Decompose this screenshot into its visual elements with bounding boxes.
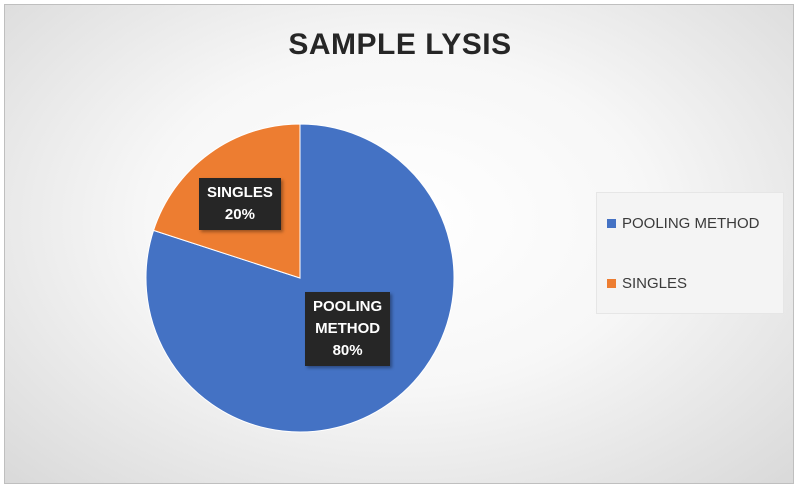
- legend-swatch-singles: [607, 278, 616, 288]
- data-label-singles: SINGLES 20%: [199, 178, 281, 230]
- chart-title: SAMPLE LYSIS: [288, 28, 512, 61]
- legend-label: POOLING METHOD: [622, 214, 760, 232]
- data-label-pooling-method: POOLING METHOD 80%: [305, 292, 391, 366]
- legend: POOLING METHOD SINGLES: [596, 192, 784, 314]
- legend-label: SINGLES: [622, 274, 688, 292]
- legend-item-pooling-method: POOLING METHOD: [607, 213, 760, 233]
- legend-item-singles: SINGLES: [607, 273, 687, 293]
- legend-swatch-pooling-method: [607, 218, 616, 228]
